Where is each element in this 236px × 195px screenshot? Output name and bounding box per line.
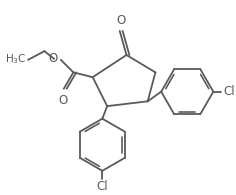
Text: H$_3$C: H$_3$C (4, 52, 26, 66)
Text: O: O (58, 94, 67, 107)
Text: O: O (116, 14, 125, 27)
Text: Cl: Cl (223, 85, 235, 98)
Text: Cl: Cl (97, 180, 108, 193)
Text: O: O (49, 52, 58, 65)
